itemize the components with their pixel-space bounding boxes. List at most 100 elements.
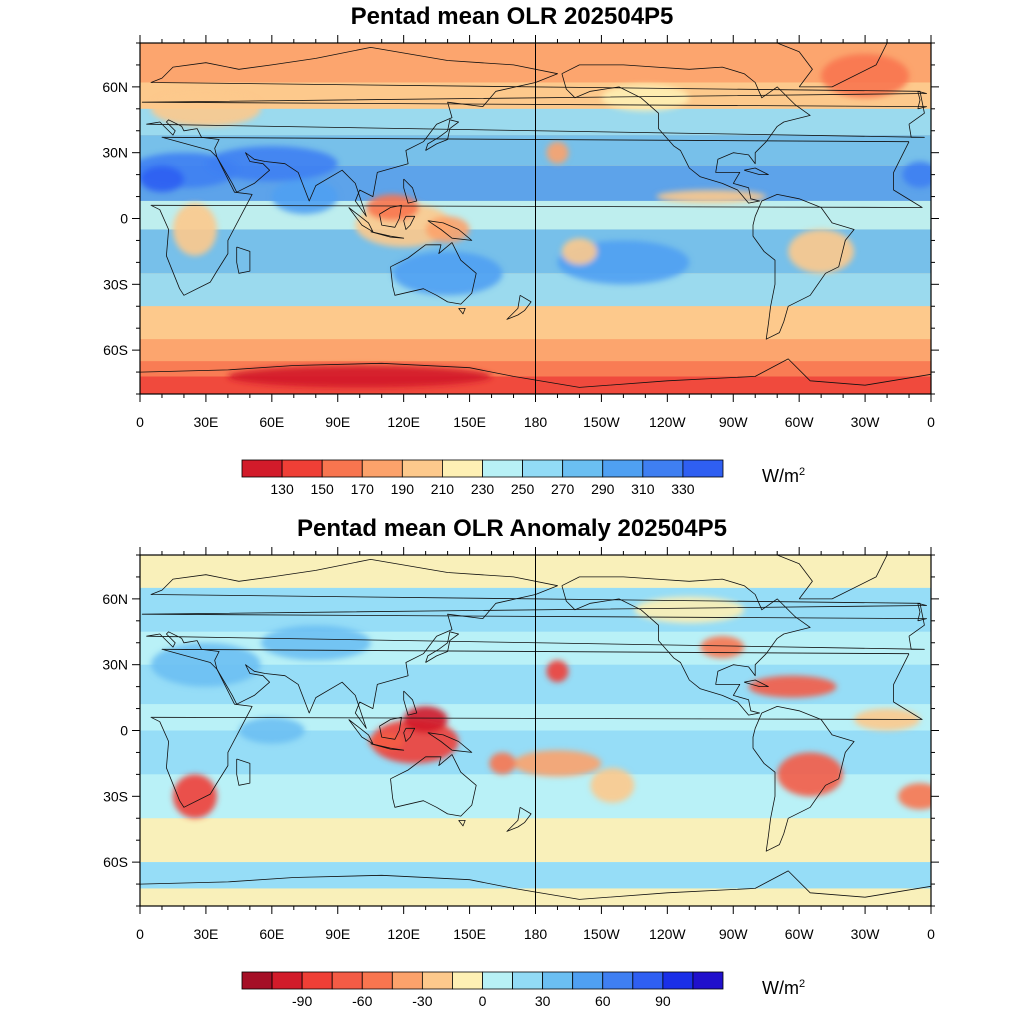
colorbar-label: -90	[292, 993, 312, 1009]
colorbar-swatch	[562, 459, 604, 478]
colorbar-swatch	[421, 971, 453, 990]
coastline	[776, 555, 888, 600]
lat-tick-label: 30S	[103, 788, 128, 804]
lon-tick-label: 150W	[583, 414, 620, 430]
lon-tick-label: 180	[524, 926, 548, 942]
olr-anomaly-map: 60N 30N 0 30S 60S 0 30E 60E 90E 120E 150E 180 150W 12…	[102, 547, 939, 1009]
colorbar-swatch	[512, 971, 544, 990]
colorbar-swatch	[391, 971, 423, 990]
olr-anomaly-panel: Pentad mean OLR Anomaly 202504P5 60N 30N 0…	[0, 512, 1024, 1024]
lat-tick-label: 60S	[103, 342, 128, 358]
coastline	[379, 716, 402, 740]
olr-anomaly-regions	[140, 53, 931, 388]
lon-tick-label: 0	[927, 414, 935, 430]
coastline	[236, 758, 251, 786]
colorbar-swatch	[522, 459, 564, 478]
lat-tick-label: 30N	[102, 145, 128, 161]
olr-field	[140, 555, 931, 906]
coastline	[390, 242, 477, 305]
coastline	[403, 727, 416, 742]
coastline	[236, 246, 251, 274]
lon-tick-label: 60E	[259, 414, 284, 430]
lon-tick-label: 90E	[325, 926, 350, 942]
colorbar-swatch	[361, 459, 403, 478]
coastline	[403, 215, 416, 230]
colorbar-label: -30	[412, 993, 432, 1009]
coastline	[348, 719, 374, 745]
lon-tick-label: 60W	[785, 926, 815, 942]
colorbar-label: 170	[351, 481, 375, 497]
colorbar-swatch	[281, 459, 323, 478]
colorbar-label: 30	[535, 993, 551, 1009]
coastline	[370, 743, 405, 751]
coastline	[140, 358, 931, 388]
coastline	[427, 732, 473, 753]
colorbar-swatch	[662, 971, 694, 990]
colorbar-swatch	[642, 459, 684, 478]
coastline	[752, 193, 855, 340]
lon-tick-label: 0	[136, 414, 144, 430]
olr-mean-panel: Pentad mean OLR 202504P5 60N 30N 0 30S 60S 0 3…	[102, 3, 939, 497]
colorbar-swatch	[572, 971, 604, 990]
colorbar-swatch	[271, 971, 303, 990]
axis-ticks	[132, 35, 939, 402]
lon-tick-label: 90W	[719, 926, 749, 942]
coastline	[150, 136, 923, 296]
colorbar-swatch	[361, 971, 393, 990]
colorbar-swatch	[602, 971, 634, 990]
lat-tick-label: 0	[120, 723, 128, 739]
coastline	[744, 167, 769, 176]
coastline	[425, 119, 460, 151]
colorbar-label: 210	[431, 481, 455, 497]
coastline	[776, 43, 888, 88]
colorbar-swatch	[482, 971, 513, 990]
colorbar-label: 270	[551, 481, 575, 497]
coastline	[561, 576, 811, 716]
lat-tick-label: 30S	[103, 276, 128, 292]
lon-tick-label: 120E	[387, 414, 420, 430]
lon-tick-label: 30W	[851, 414, 881, 430]
colorbar-label: 130	[270, 481, 294, 497]
lon-tick-label: 150E	[453, 926, 486, 942]
coastline	[458, 819, 466, 827]
colorbar-label: 310	[631, 481, 655, 497]
colorbar-swatch	[632, 971, 664, 990]
colorbar-unit: W/m2	[762, 466, 806, 486]
lon-tick-label: 120W	[649, 414, 686, 430]
colorbar-swatch	[241, 459, 283, 478]
colorbar-label: 330	[671, 481, 695, 497]
lat-tick-label: 60S	[103, 854, 128, 870]
colorbar-label: 230	[471, 481, 495, 497]
coastline	[379, 204, 402, 228]
lon-tick-label: 0	[927, 926, 935, 942]
lat-tick-label: 60N	[102, 591, 128, 607]
lat-tick-label: 0	[120, 211, 128, 227]
coastline	[370, 231, 405, 239]
colorbar-swatch	[482, 459, 523, 478]
coastlines	[140, 555, 931, 900]
lon-tick-label: 30W	[851, 926, 881, 942]
colorbar-label: 90	[655, 993, 671, 1009]
axis-ticks	[132, 547, 939, 914]
lon-tick-label: 120W	[649, 926, 686, 942]
colorbar-label: 0	[479, 993, 487, 1009]
lon-tick-label: 30E	[193, 926, 218, 942]
coastline	[752, 705, 855, 852]
lon-tick-label: 90W	[719, 414, 749, 430]
lon-tick-label: 150W	[583, 926, 620, 942]
coastline	[744, 679, 769, 688]
lon-tick-label: 180	[524, 414, 548, 430]
colorbar-swatch	[602, 459, 644, 478]
colorbar-label: 190	[391, 481, 415, 497]
colorbar: -90 -60 -30 0 30 60 90	[241, 971, 724, 1009]
colorbar-swatch	[401, 459, 443, 478]
lon-tick-label: 60W	[785, 414, 815, 430]
coastline	[506, 294, 532, 320]
colorbar-swatch	[301, 971, 333, 990]
colorbar-label: 250	[511, 481, 535, 497]
colorbar-swatch	[452, 971, 483, 990]
colorbar-unit: W/m2	[762, 978, 806, 998]
coastline	[403, 690, 418, 716]
colorbar: 130 150 170 190 210 230 250 270 290 310 330	[241, 459, 724, 497]
coastline	[141, 90, 927, 110]
